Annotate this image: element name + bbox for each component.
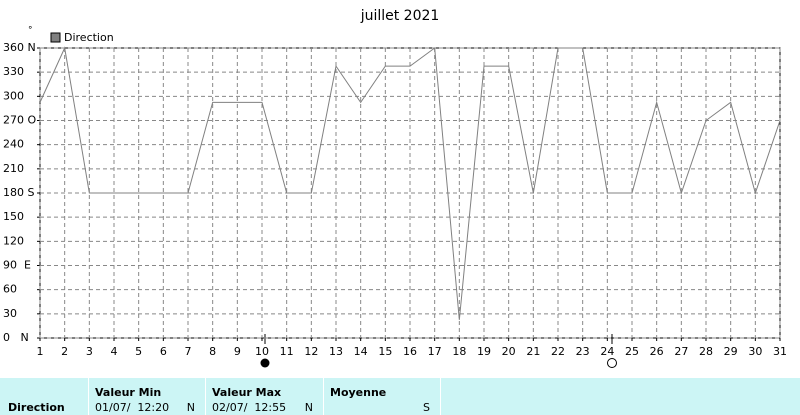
y-tick-label: 180 S xyxy=(3,186,34,199)
y-tick-label: 210 xyxy=(3,162,24,175)
x-tick-label: 7 xyxy=(185,345,192,358)
x-tick-label: 13 xyxy=(329,345,343,358)
x-tick-label: 16 xyxy=(403,345,417,358)
x-tick-label: 17 xyxy=(428,345,442,358)
x-tick-label: 14 xyxy=(354,345,368,358)
x-tick-label: 5 xyxy=(135,345,142,358)
y-tick-label: 150 xyxy=(3,210,24,223)
x-tick-label: 27 xyxy=(674,345,688,358)
x-tick-label: 29 xyxy=(724,345,738,358)
cell-direction: N xyxy=(186,401,195,414)
x-tick-label: 15 xyxy=(378,345,392,358)
x-tick-label: 2 xyxy=(61,345,68,358)
x-tick-label: 8 xyxy=(209,345,216,358)
legend-swatch xyxy=(50,32,61,43)
x-tick-label: 3 xyxy=(86,345,93,358)
series-line xyxy=(39,46,781,320)
x-tick-label: 19 xyxy=(477,345,491,358)
x-tick-label: 11 xyxy=(280,345,294,358)
x-tick-label: 26 xyxy=(650,345,664,358)
y-tick-label: 240 xyxy=(3,138,24,151)
y-tick-label: 30 xyxy=(3,307,17,320)
y-tick-label: 90 E xyxy=(3,259,31,272)
legend-label: Direction xyxy=(64,31,114,44)
column-header: Valeur Max xyxy=(212,386,282,399)
x-tick-label: 20 xyxy=(502,345,516,358)
cell-direction: N xyxy=(304,401,313,414)
chart-title: juillet 2021 xyxy=(360,8,440,24)
x-tick-label: 21 xyxy=(526,345,540,358)
table-cell: Moyenne S xyxy=(323,378,440,415)
x-tick-label: 6 xyxy=(160,345,167,358)
x-tick-label: 31 xyxy=(773,345,787,358)
column-header: Valeur Min xyxy=(95,386,162,399)
y-tick-label: 360 N xyxy=(3,41,36,54)
x-tick-label: 24 xyxy=(600,345,614,358)
x-tick-label: 25 xyxy=(625,345,639,358)
moon-new-icon xyxy=(607,358,617,368)
x-tick-label: 28 xyxy=(699,345,713,358)
table-cell: Valeur Max 02/07/ 12:55 N xyxy=(205,378,323,415)
row-label: Direction xyxy=(8,401,65,414)
x-tick-label: 10 xyxy=(255,345,269,358)
x-tick-label: 4 xyxy=(111,345,118,358)
y-tick-label: 0 N xyxy=(3,331,29,344)
x-tick-label: 9 xyxy=(234,345,241,358)
x-tick-label: 1 xyxy=(37,345,44,358)
x-tick-label: 22 xyxy=(551,345,565,358)
x-tick-label: 12 xyxy=(304,345,318,358)
y-tick-label: 300 xyxy=(3,89,24,102)
column-header: Moyenne xyxy=(330,386,387,399)
table-cell xyxy=(440,378,800,415)
y-tick-label: 330 xyxy=(3,65,24,78)
y-tick-label: 60 xyxy=(3,283,17,296)
table-cell: Valeur Min 01/07/ 12:20 N xyxy=(88,378,205,415)
moon-full-icon xyxy=(260,358,270,368)
cell-direction: S xyxy=(423,401,430,414)
y-tick-label: 270 O xyxy=(3,114,36,127)
x-tick-label: 23 xyxy=(576,345,590,358)
y-axis-label: ° xyxy=(28,26,33,36)
cell-value: 02/07/ 12:55 xyxy=(212,401,287,414)
cell-value: 01/07/ 12:20 xyxy=(95,401,170,414)
x-tick-label: 30 xyxy=(748,345,762,358)
y-tick-label: 120 xyxy=(3,234,24,247)
x-tick-label: 18 xyxy=(452,345,466,358)
summary-table: Direction Valeur Min 01/07/ 12:20 N Valeur … xyxy=(0,378,800,415)
